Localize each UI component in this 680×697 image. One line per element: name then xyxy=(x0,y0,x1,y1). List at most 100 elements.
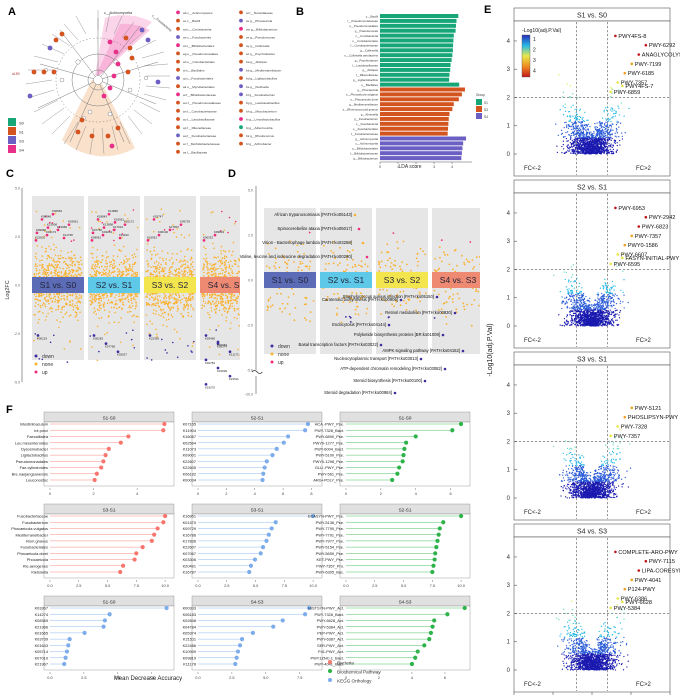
panel-c-point xyxy=(62,220,65,222)
panel-c-highlight-point xyxy=(46,226,50,229)
panel-e-point xyxy=(582,126,584,128)
legend-dot xyxy=(239,43,243,48)
panel-c-point xyxy=(71,305,73,307)
panel-e-point xyxy=(576,153,579,155)
panel-c-point xyxy=(71,294,74,297)
panel-a-legend-item: af o__Bifidobacteriales xyxy=(183,44,215,48)
panel-c-point xyxy=(100,307,102,310)
panel-c-point xyxy=(47,267,50,270)
panel-e-point xyxy=(583,143,585,145)
panel-d-point xyxy=(287,259,290,262)
panel-c-point xyxy=(95,297,97,300)
panel-a-legend-item: as f__Bacillaceae xyxy=(183,150,208,154)
panel-c-point xyxy=(156,335,158,338)
panel-d-annotation-down: Nucleocytoplasmic transport [PATH:ko0301… xyxy=(334,356,418,361)
panel-c-point xyxy=(68,269,70,272)
panel-c-point xyxy=(91,211,93,213)
panel-c-point xyxy=(146,296,148,298)
panel-d-legend-label: down xyxy=(278,344,290,350)
panel-c-point xyxy=(45,295,48,298)
panel-d-point xyxy=(455,308,458,311)
panel-c-point xyxy=(181,298,183,301)
panel-a-legend-item: al f__Bifidobacteriaceae xyxy=(183,93,216,97)
panel-c-point xyxy=(179,337,181,340)
panel-b-bar xyxy=(380,82,460,87)
panel-e-point xyxy=(578,299,580,301)
panel-c-point xyxy=(182,294,185,296)
panel-c-point xyxy=(102,255,104,257)
panel-d-point xyxy=(305,265,308,268)
panel-c-point xyxy=(128,273,130,275)
panel-e-point xyxy=(572,104,574,106)
panel-d-annotated-point xyxy=(357,227,361,231)
panel-d-point xyxy=(378,293,380,296)
panel-c-point xyxy=(127,295,129,297)
panel-c-point xyxy=(224,261,226,263)
panel-d-point xyxy=(269,305,272,308)
panel-e-point xyxy=(604,132,607,135)
panel-c-point xyxy=(41,265,43,267)
panel-b-category-label: g__Phocaeicola xyxy=(357,88,378,92)
panel-c-point xyxy=(56,293,58,296)
panel-d-point xyxy=(336,292,339,295)
panel-c-point xyxy=(38,295,40,298)
panel-c-point xyxy=(212,267,215,270)
panel-c-point xyxy=(223,274,226,276)
panel-e-point xyxy=(565,137,568,140)
panel-c-point xyxy=(162,257,164,260)
panel-c-point xyxy=(35,295,37,298)
panel-c-point xyxy=(113,262,115,265)
panel-c-point xyxy=(121,295,123,297)
panel-e-point xyxy=(591,152,593,155)
panel-c-point xyxy=(173,231,175,234)
panel-c-point xyxy=(145,270,147,273)
panel-c-point xyxy=(38,269,41,272)
panel-d-annotation-up: Spinocerebellar ataxia [PATH:ko05017] xyxy=(277,226,352,231)
panel-c-point xyxy=(130,293,133,295)
panel-c-point-label: K03961 xyxy=(68,220,78,224)
panel-c-highlight-point xyxy=(112,228,116,232)
panel-e-point xyxy=(599,133,601,136)
panel-d-point xyxy=(475,256,478,258)
panel-c-highlight-point xyxy=(228,374,232,378)
panel-c-point xyxy=(46,272,48,274)
panel-c-point xyxy=(231,270,233,272)
panel-c-point xyxy=(215,308,218,310)
panel-c-point xyxy=(121,307,123,310)
panel-c-point xyxy=(41,264,43,266)
panel-c-point xyxy=(111,300,113,303)
panel-d-point xyxy=(389,294,391,297)
panel-c-point xyxy=(226,295,229,298)
panel-b-bar xyxy=(380,18,457,23)
panel-c-point xyxy=(95,272,97,274)
panel-e-point xyxy=(587,123,589,126)
panel-c-point xyxy=(129,293,131,295)
panel-c-point xyxy=(159,308,162,310)
panel-c-comparison-label: S1 vs. S0 xyxy=(40,280,77,290)
panel-d-ytick: 5.0 xyxy=(248,189,253,193)
panel-c-point xyxy=(217,294,219,296)
panel-c-highlight-point xyxy=(102,226,106,229)
panel-c-point xyxy=(131,268,133,271)
panel-c-point xyxy=(178,271,180,274)
panel-c-point xyxy=(115,300,117,302)
panel-c-point xyxy=(36,244,39,247)
panel-c-point xyxy=(129,269,132,272)
panel-e-point xyxy=(586,147,588,150)
panel-c-point xyxy=(192,309,195,311)
panel-c-point xyxy=(116,303,118,305)
panel-d-point xyxy=(386,259,389,262)
panel-c-point xyxy=(219,230,222,232)
panel-d-point xyxy=(401,270,404,273)
panel-e-point xyxy=(575,135,578,138)
panel-c-point xyxy=(115,294,117,296)
panel-e-point xyxy=(583,145,586,148)
panel-d-point xyxy=(294,306,297,309)
panel-e-ytick: 1 xyxy=(507,124,511,130)
panel-c-point xyxy=(121,298,123,300)
panel-e-point xyxy=(613,109,615,111)
panel-c-point xyxy=(229,305,231,307)
panel-d-comparison-bands: S1 vs. S0 S2 vs. S1 S3 vs. S2 S4 vs. S3 xyxy=(264,272,480,288)
panel-c-point xyxy=(79,311,81,313)
